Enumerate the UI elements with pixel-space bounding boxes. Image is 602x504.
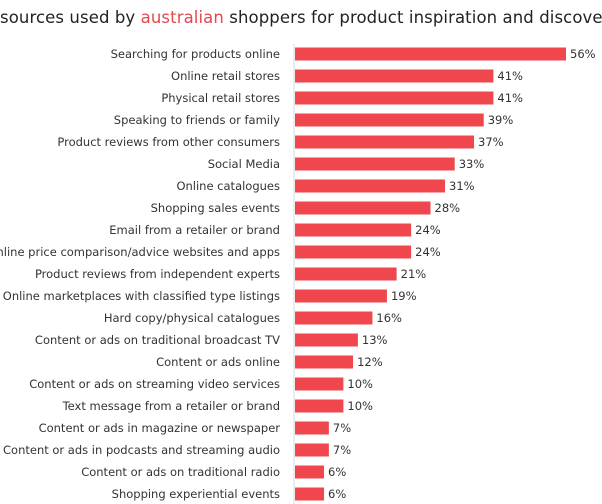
value-label: 39% [488, 113, 514, 127]
bar [295, 311, 373, 325]
category-label: Email from a retailer or brand [109, 223, 280, 237]
value-label: 19% [391, 289, 417, 303]
category-label: Content or ads on traditional radio [81, 465, 280, 479]
value-label: 37% [478, 135, 504, 149]
category-label: Online retail stores [171, 69, 280, 83]
category-label: Social Media [208, 157, 280, 171]
bar [295, 223, 412, 237]
category-label: Content or ads in podcasts and streaming… [3, 443, 280, 457]
value-label: 33% [459, 157, 485, 171]
title-part-1: sources used by [0, 8, 141, 27]
bar [295, 201, 431, 215]
category-label: Text message from a retailer or brand [62, 399, 280, 413]
bar [295, 157, 455, 171]
category-label: Speaking to friends or family [114, 113, 280, 127]
bar [295, 377, 344, 391]
bar [295, 47, 566, 61]
category-label: Shopping sales events [151, 201, 280, 215]
category-label: Online marketplaces with classified type… [3, 289, 280, 303]
value-label: 13% [362, 333, 388, 347]
value-label: 6% [328, 465, 346, 479]
value-label: 24% [415, 223, 441, 237]
title-highlight: australian [140, 8, 224, 27]
category-label: Content or ads in magazine or newspaper [39, 421, 281, 435]
bar [295, 289, 387, 303]
category-label: Content or ads online [156, 355, 280, 369]
bar [295, 355, 354, 369]
title-part-2: shoppers for product inspiration and dis… [223, 8, 602, 27]
value-label: 56% [570, 47, 596, 61]
category-label: Content or ads on streaming video servic… [29, 377, 280, 391]
bar [295, 179, 446, 193]
bar [295, 135, 475, 149]
value-label: 12% [357, 355, 383, 369]
value-label: 10% [347, 377, 373, 391]
category-label: Product reviews from other consumers [57, 135, 280, 149]
value-label: 31% [449, 179, 475, 193]
bar [295, 113, 484, 127]
bar [295, 245, 412, 259]
value-label: 16% [376, 311, 402, 325]
value-label: 7% [333, 421, 351, 435]
category-label: Content or ads on traditional broadcast … [35, 333, 280, 347]
bar [295, 443, 329, 457]
category-label: Online price comparison/advice websites … [0, 245, 280, 259]
bar [295, 399, 344, 413]
bar [295, 69, 494, 83]
bar [295, 267, 397, 281]
value-label: 28% [435, 201, 461, 215]
category-label: Hard copy/physical catalogues [104, 311, 280, 325]
category-label: Product reviews from independent experts [35, 267, 280, 281]
value-label: 7% [333, 443, 351, 457]
bar [295, 91, 494, 105]
category-label: Shopping experiential events [112, 487, 280, 501]
value-label: 24% [415, 245, 441, 259]
value-label: 41% [497, 91, 523, 105]
bar [295, 421, 329, 435]
value-label: 21% [401, 267, 427, 281]
bar [295, 487, 325, 501]
category-label: Physical retail stores [161, 91, 280, 105]
category-label: Searching for products online [111, 47, 280, 61]
bar [295, 465, 325, 479]
value-label: 41% [497, 69, 523, 83]
category-label: Online catalogues [176, 179, 280, 193]
value-label: 10% [347, 399, 373, 413]
chart-title: sources used by australian shoppers for … [0, 8, 602, 27]
bar [295, 333, 358, 347]
value-label: 6% [328, 487, 346, 501]
